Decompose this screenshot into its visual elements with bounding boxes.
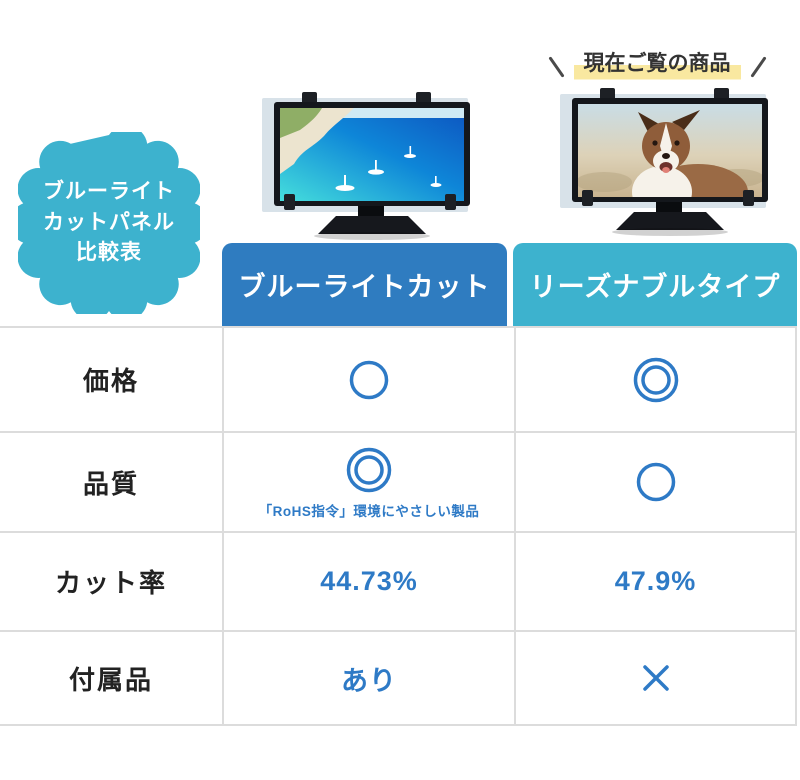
tv-sea-scene-image (262, 92, 470, 240)
row-label: カット率 (54, 568, 167, 598)
double-circle-symbol (344, 445, 394, 495)
value-cell (514, 328, 797, 431)
table-row: 品質「RoHS指令」環境にやさしい製品 (0, 433, 797, 533)
slash-left-decoration (547, 56, 565, 78)
value-cell: 47.9% (514, 533, 797, 630)
row-label: 価格 (82, 366, 139, 396)
table-row: 価格 (0, 328, 797, 433)
circle-symbol (634, 460, 678, 504)
badge-line-3: 比較表 (76, 241, 142, 265)
value-text: あり (341, 665, 397, 696)
value-cell (514, 632, 797, 724)
row-label: 付属品 (68, 664, 153, 695)
row-label: 品質 (82, 468, 139, 499)
badge-title: ブルーライト カットパネル 比較表 (18, 132, 200, 314)
scalloped-circle-shape (18, 132, 200, 314)
double-circle-symbol (631, 355, 681, 405)
circle-symbol (347, 358, 391, 402)
table-row: 付属品 あり (0, 632, 797, 726)
column-header-bluelight-cut: ブルーライトカット (222, 243, 507, 326)
badge-line-1: ブルーライト (43, 180, 175, 204)
current-product-callout: 現在ご覧の商品 (528, 42, 786, 84)
value-cell: 「RoHS指令」環境にやさしい製品 (222, 433, 514, 531)
slash-right-decoration (749, 56, 767, 78)
value-note: 「RoHS指令」環境にやさしい製品 (258, 503, 480, 519)
value-cell (514, 433, 797, 531)
product-image-reasonable-type (556, 86, 780, 238)
table-row: カット率 44.73% 47.9% (0, 533, 797, 632)
tv-dog-scene-image (560, 88, 768, 236)
value-text: 47.9% (614, 566, 697, 596)
value-text: 44.73% (320, 566, 418, 596)
value-cell: 44.73% (222, 533, 514, 630)
comparison-table: 価格品質「RoHS指令」環境にやさしい製品カット率 44.73% 47.9% 付属品 あ… (0, 326, 797, 726)
current-product-label: 現在ご覧の商品 (573, 45, 741, 81)
cross-symbol (638, 660, 674, 696)
badge-line-2: カットパネル (43, 210, 175, 234)
comparison-badge: ブルーライト カットパネル 比較表 (18, 132, 200, 314)
value-cell (222, 328, 514, 431)
value-cell: あり (222, 632, 514, 724)
product-image-bluelight-cut (258, 90, 482, 242)
column-header-reasonable-type: リーズナブルタイプ (513, 243, 797, 326)
